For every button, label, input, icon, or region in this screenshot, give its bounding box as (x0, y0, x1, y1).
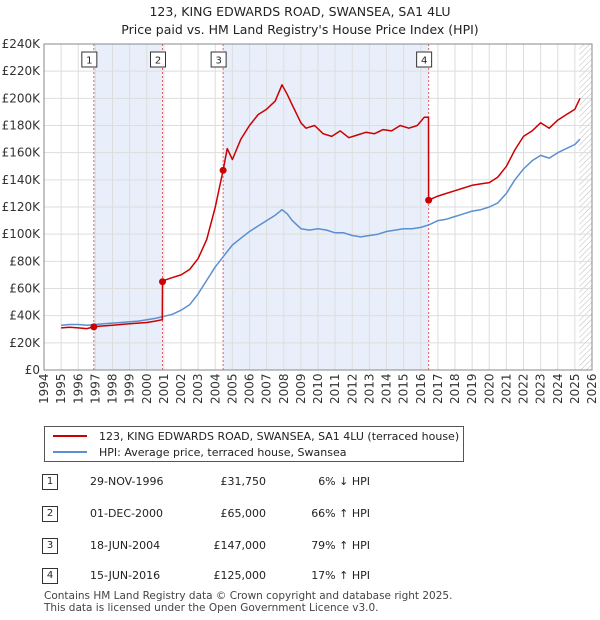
x-tick-label: 1998 (106, 373, 120, 404)
y-tick-label: £0 (25, 363, 40, 377)
plot-frame (43, 43, 593, 371)
y-tick-label: £80K (9, 254, 41, 268)
x-tick-label: 2013 (362, 373, 376, 404)
sale-badge-4 (416, 51, 433, 68)
transaction-number: 1 (42, 474, 58, 490)
transaction-price: £65,000 (220, 507, 267, 520)
x-tick-label: 2019 (465, 373, 479, 404)
x-tick-label: 2025 (568, 373, 582, 404)
x-tick-label: 2002 (174, 373, 188, 404)
x-tick-label: 2014 (380, 373, 394, 404)
transaction-hpi: 6% ↓ HPI (318, 475, 370, 488)
x-tick-label: 2012 (345, 373, 359, 404)
y-tick-label: £160K (2, 146, 42, 160)
x-tick-label: 2001 (157, 373, 171, 404)
sale-point-2 (159, 278, 167, 286)
legend-item-hpi: HPI: Average price, terraced house, Swan… (53, 444, 346, 460)
sale-badge-3 (210, 51, 227, 68)
x-tick-label: 2008 (277, 373, 291, 404)
y-tick-label: £180K (2, 119, 42, 133)
x-tick-label: 2023 (534, 373, 548, 404)
y-tick-label: £60K (9, 282, 41, 296)
legend-label-hpi: HPI: Average price, terraced house, Swan… (99, 445, 347, 459)
x-tick-label: 2024 (551, 373, 565, 404)
transaction-hpi: 66% ↑ HPI (311, 507, 370, 520)
table-row: 1 29-NOV-1996 £31,750 6% ↓ HPI (40, 472, 460, 492)
table-row: 3 18-JUN-2004 £147,000 79% ↑ HPI (40, 536, 460, 556)
footer-copyright: Contains HM Land Registry data © Crown c… (44, 590, 453, 602)
chart-title-line2: Price paid vs. HM Land Registry's House … (121, 22, 479, 37)
chart-legend: 123, KING EDWARDS ROAD, SWANSEA, SA1 4LU… (44, 426, 464, 462)
x-tick-label: 2017 (431, 373, 445, 404)
x-tick-label: 1995 (54, 373, 68, 404)
transaction-price: £147,000 (213, 539, 267, 552)
table-row: 2 01-DEC-2000 £65,000 66% ↑ HPI (40, 504, 460, 524)
x-tick-label: 2005 (225, 373, 239, 404)
x-tick-label: 2016 (414, 373, 428, 404)
y-tick-label: £220K (2, 64, 42, 78)
x-tick-label: 2022 (517, 373, 531, 404)
x-tick-label: 2015 (397, 373, 411, 404)
transaction-price: £31,750 (220, 475, 267, 488)
x-tick-label: 2007 (260, 373, 274, 404)
sale-point-3 (219, 166, 227, 174)
series-line-property (61, 84, 581, 330)
x-tick-label: 2021 (499, 373, 513, 404)
transaction-hpi: 17% ↑ HPI (311, 569, 370, 582)
y-tick-label: £240K (2, 37, 42, 51)
series-line-hpi (61, 138, 581, 326)
legend-swatch-property (53, 435, 87, 437)
legend-label-property: 123, KING EDWARDS ROAD, SWANSEA, SA1 4LU… (99, 429, 460, 443)
x-tick-label: 2004 (208, 373, 222, 404)
footer-licence: This data is licensed under the Open Gov… (44, 602, 379, 614)
x-tick-label: 2006 (243, 373, 257, 404)
y-tick-label: £140K (2, 173, 42, 187)
y-tick-label: £40K (9, 309, 41, 323)
x-tick-label: 2020 (482, 373, 496, 404)
transaction-date: 18-JUN-2004 (90, 539, 161, 552)
transaction-number: 3 (42, 538, 58, 554)
x-tick-label: 1999 (123, 373, 137, 404)
sale-badge-1 (81, 51, 98, 68)
x-tick-label: 2003 (191, 373, 205, 404)
transaction-date: 15-JUN-2016 (90, 569, 161, 582)
transaction-date: 01-DEC-2000 (90, 507, 164, 520)
legend-item-property: 123, KING EDWARDS ROAD, SWANSEA, SA1 4LU… (53, 428, 459, 444)
x-tick-label: 2010 (311, 373, 325, 404)
x-tick-label: 1997 (88, 373, 102, 404)
y-tick-label: £120K (2, 200, 42, 214)
chart-title-line1: 123, KING EDWARDS ROAD, SWANSEA, SA1 4LU (149, 4, 451, 19)
price-chart: £0 £20K £40K £60K £80K £100K £120K £140K £160K £1… (2, 37, 599, 404)
transaction-price: £125,000 (213, 569, 267, 582)
x-tick-label: 2026 (585, 373, 599, 404)
sale-badge-label-4: 4 (421, 56, 427, 67)
x-tick-label: 1994 (37, 373, 51, 404)
y-tick-label: £100K (2, 227, 42, 241)
transaction-number: 4 (42, 568, 58, 584)
x-tick-label: 1996 (71, 373, 85, 404)
x-tick-label: 2011 (328, 373, 342, 404)
footer: Contains HM Land Registry data © Crown c… (44, 590, 452, 614)
table-row: 4 15-JUN-2016 £125,000 17% ↑ HPI (40, 566, 460, 586)
transaction-hpi: 79% ↑ HPI (311, 539, 370, 552)
sale-point-1 (90, 323, 98, 331)
y-tick-label: £200K (2, 91, 42, 105)
sale-badge-2 (150, 51, 167, 68)
sale-badge-label-2: 2 (155, 56, 161, 67)
x-tick-label: 2009 (294, 373, 308, 404)
x-tick-label: 2000 (140, 373, 154, 404)
legend-swatch-hpi (53, 451, 87, 453)
sale-badge-label-3: 3 (215, 56, 221, 67)
x-tick-label: 2018 (448, 373, 462, 404)
sale-badge-label-1: 1 (86, 56, 92, 67)
sale-point-4 (425, 196, 433, 204)
y-tick-label: £20K (9, 336, 41, 350)
transaction-date: 29-NOV-1996 (90, 475, 164, 488)
transaction-number: 2 (42, 506, 58, 522)
